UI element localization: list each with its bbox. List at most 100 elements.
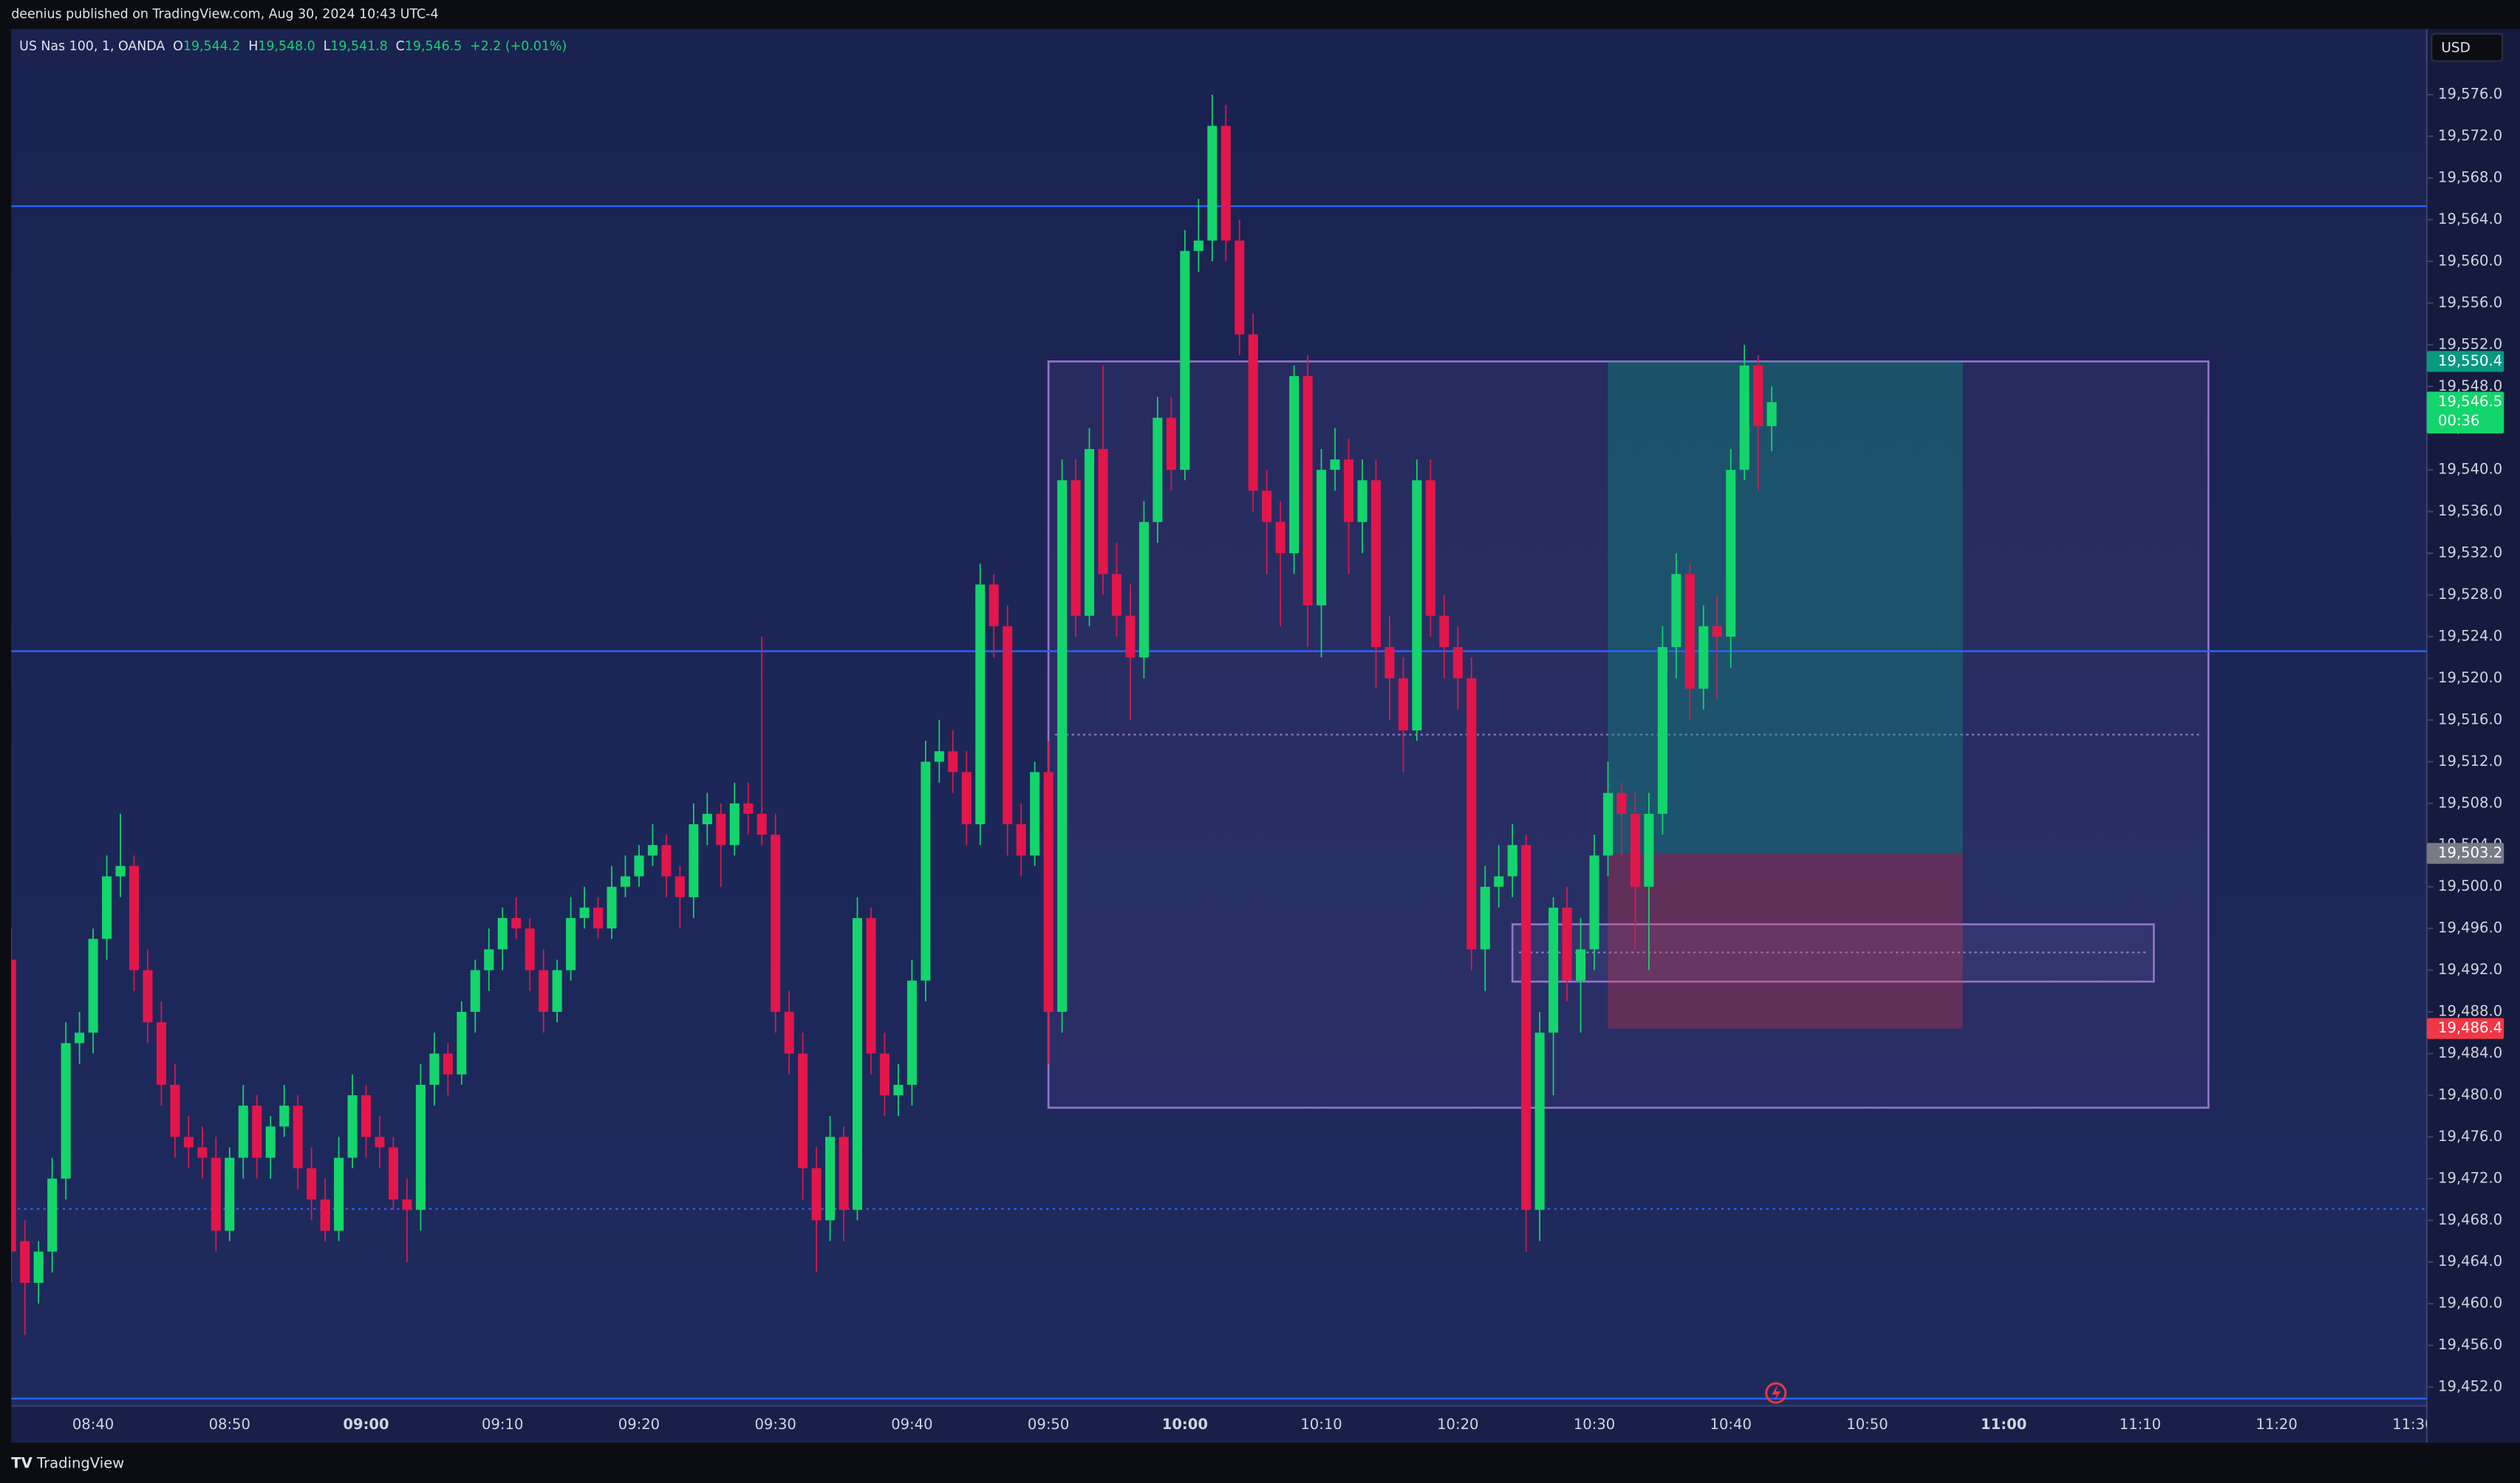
x-tick-label: 11:20 [2256,1416,2297,1433]
candle-body [1753,366,1763,426]
x-axis: 08:40 08:50 09:00 09:10 09:20 09:30 09:40 09:50… [72,1416,2427,1433]
candle-body [1589,855,1599,950]
y-tick-label: 19,564.0 [2438,210,2502,227]
ohlc-key: O [173,39,183,54]
candle-body [1521,845,1532,1210]
candle-body [1370,480,1381,648]
candle-body [225,1157,235,1231]
candle-body [1439,615,1449,648]
candle-body [265,1126,276,1158]
y-tick-label: 19,460.0 [2438,1295,2502,1312]
symbol: US Nas 100, 1, OANDA [19,39,165,54]
y-tick-label: 19,572.0 [2438,127,2502,144]
candle-body [402,1199,412,1210]
candle-body [347,1095,358,1158]
candle-body [1180,250,1190,470]
candle-body [211,1157,221,1231]
candle-body [1207,126,1218,241]
y-tick-label: 19,464.0 [2438,1253,2502,1270]
candle-body [1248,334,1258,491]
x-tick-label: 09:00 [343,1416,389,1433]
candle-body [784,1012,794,1054]
candle-body [1384,647,1395,679]
candle-body [1030,772,1040,856]
candle-body [183,1137,194,1148]
price-badge-countdown: 00:36 [2438,412,2479,429]
candle-body [866,918,876,1054]
y-tick-label: 19,468.0 [2438,1211,2502,1228]
candle-body [1085,448,1095,616]
candle-body [170,1084,180,1137]
x-tick-label: 10:00 [1162,1416,1208,1433]
candle-body [1166,417,1176,470]
y-tick-label: 19,536.0 [2438,502,2502,519]
candle-body [484,949,494,970]
candle-body [115,866,126,877]
ohlc-key: L [324,39,331,54]
candle-body [1425,480,1435,616]
x-tick-label: 11:10 [2120,1416,2161,1433]
alert-icon[interactable] [1765,1382,1787,1404]
candle-body [743,803,754,814]
candle-body [1111,574,1122,616]
candle-body [388,1147,398,1200]
candle-body [825,1137,836,1221]
candle-body [729,803,740,846]
candle-body [1016,824,1026,856]
candle-body [88,939,98,1033]
y-axis: 19,452.0 19,456.0 19,460.0 19,464.0 19,468.0… [2426,86,2504,1395]
y-tick-label: 19,548.0 [2438,377,2502,394]
currency-box[interactable] [2431,32,2504,62]
candle-body [1657,647,1667,814]
candle-body [1398,678,1408,731]
candle-body [811,1168,822,1221]
candle-body [143,970,153,1023]
candle-body [47,1178,58,1252]
x-tick-label: 08:50 [209,1416,250,1433]
candle-body [293,1106,303,1168]
publisher: deenius published on TradingView.com, Au… [11,7,438,22]
candle-body [579,907,590,919]
x-tick-label: 10:30 [1574,1416,1615,1433]
candle-body [497,918,508,950]
candle-body [129,866,140,970]
y-tick-label: 19,472.0 [2438,1169,2502,1186]
symbol-legend: US Nas 100, 1, OANDA O19,544.2 H19,548.0 L1… [19,39,567,54]
y-tick-label: 19,512.0 [2438,753,2502,770]
y-tick-label: 19,492.0 [2438,961,2502,978]
x-tick-label: 09:10 [482,1416,523,1433]
ohlc-value: 19,546.5 [405,39,462,54]
candle-body [1220,126,1231,241]
footer-logo: TV [11,1454,33,1471]
candle-body [361,1095,372,1137]
price-badge-label: 19,486.4 [2438,1019,2502,1036]
y-tick-label: 19,488.0 [2438,1003,2502,1020]
candle-body [1494,876,1504,887]
candle-body [1644,813,1654,887]
candle-body [75,1032,85,1044]
ohlc-key: C [396,39,405,54]
price-axis [2426,29,2520,1443]
candle-body [61,1043,71,1179]
candle-body [702,813,712,825]
candle-body [1003,626,1013,825]
candle-body [1507,845,1517,877]
position-stop-zone [1608,853,1963,1029]
x-tick-label: 10:50 [1846,1416,1888,1433]
candle-body [1562,907,1572,981]
plot-area [11,29,2427,1406]
price-badge [2426,391,2504,434]
candle-body [1534,1032,1545,1210]
candle-body [1153,417,1163,522]
candle-body [689,824,699,897]
price-badge [2426,1018,2504,1039]
candle-body [593,907,604,929]
candle-body [1576,949,1586,981]
candle-body [525,928,535,970]
x-tick-label: 08:40 [72,1416,114,1433]
candle-body [620,876,631,887]
candle-body [1466,678,1477,950]
candle-body [1343,459,1354,522]
candle-body [320,1199,330,1231]
